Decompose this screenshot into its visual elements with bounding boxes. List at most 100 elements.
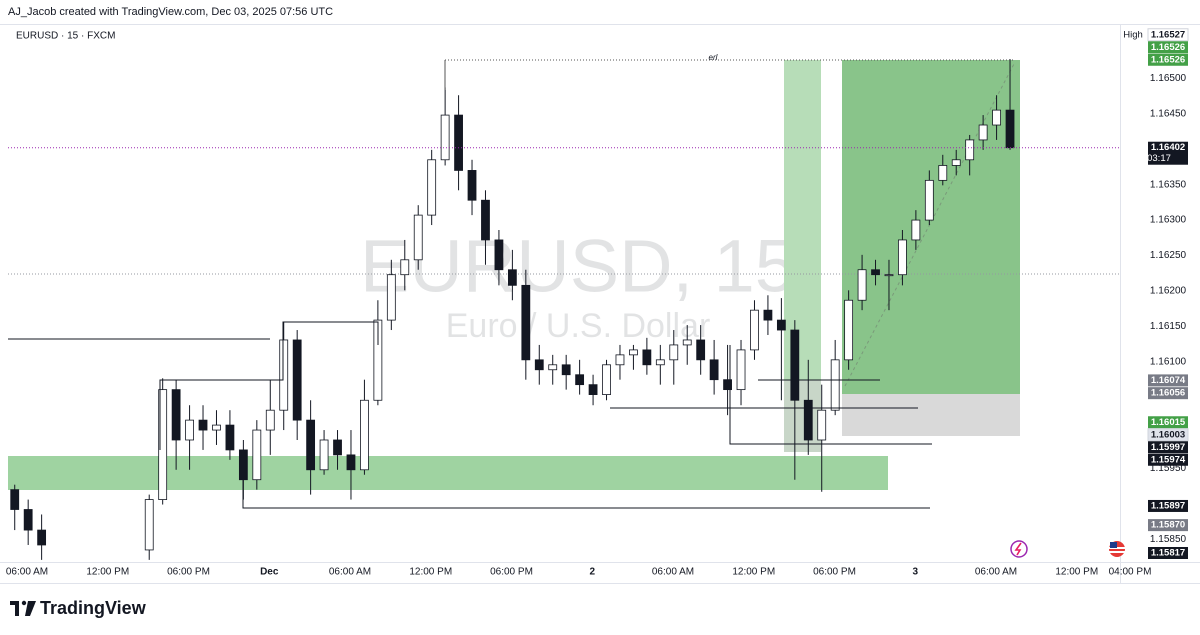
drawings: erl [8, 53, 1015, 509]
candle-body [265, 409, 275, 431]
logo-part [21, 600, 27, 606]
price-label-box [1148, 416, 1188, 429]
candle-body [696, 339, 706, 361]
logo-part [15, 601, 19, 616]
price-label-box [1147, 28, 1189, 42]
x-tick-label: 3 [912, 567, 918, 578]
y-tick-label: 1.16300 [1150, 215, 1187, 226]
candle-body [965, 139, 975, 161]
candle-body [23, 509, 33, 531]
candle-body [844, 299, 854, 361]
candle-body [992, 109, 1001, 126]
structure-line [159, 321, 379, 450]
header-title: AJ_Jacob created with TradingView.com, D… [8, 6, 333, 18]
candle-body [588, 384, 598, 395]
candle-body [709, 359, 719, 381]
candle-body [642, 349, 652, 366]
candle-body [386, 274, 396, 321]
candle-body [629, 349, 638, 356]
candle-body [252, 429, 262, 481]
price-label-box [1148, 441, 1188, 454]
x-tick-label: 12:00 PM [732, 567, 775, 578]
candle-body [319, 439, 329, 471]
candle-body [10, 489, 20, 510]
price-label: 1.15997 [1151, 442, 1185, 453]
candle-body [185, 419, 194, 441]
x-tick-label: 06:00 AM [975, 567, 1017, 578]
x-tick-label: 2 [589, 567, 595, 578]
candle-body [144, 499, 154, 551]
position-stop [842, 394, 1020, 436]
price-label-tag: High [1123, 29, 1143, 40]
flag-stripe [1109, 551, 1125, 553]
candle-body [212, 424, 221, 431]
y-tick-label: 1.16200 [1150, 286, 1187, 297]
event-icon[interactable] [1010, 540, 1028, 558]
candle-body [373, 319, 383, 401]
structure-line [729, 345, 932, 445]
candle-body [494, 239, 504, 271]
highlight-zone [784, 60, 821, 380]
position-path [844, 61, 1016, 387]
price-label-box [1148, 519, 1188, 532]
brand-logo [10, 600, 36, 616]
y-tick-label: 1.16350 [1150, 179, 1187, 190]
candle-body [507, 269, 517, 286]
x-tick-label: 12:00 PM [409, 567, 452, 578]
price-label-box [1148, 53, 1188, 66]
candle-body [279, 339, 289, 411]
candle-body [857, 269, 867, 301]
price-label-box [1147, 428, 1189, 442]
candle-body [924, 179, 934, 221]
candle-body [871, 269, 880, 276]
countdown-label: 03:17 [1147, 153, 1171, 164]
symbol-label: EURUSD · 15 · FXCM [16, 31, 115, 42]
candle-body [548, 364, 558, 371]
candle-body [534, 359, 544, 371]
position-target [842, 60, 1020, 394]
price-label-box [1148, 387, 1188, 400]
erl-label: erl [709, 53, 718, 62]
x-tick-label: 06:00 PM [813, 567, 856, 578]
candle-body [400, 259, 410, 276]
x-tick-label: 04:00 PM [1109, 567, 1152, 578]
candle-body [427, 159, 437, 216]
candle-body [669, 344, 679, 361]
candle-body [1005, 109, 1015, 149]
candle-body [830, 359, 840, 411]
x-tick-label: 06:00 AM [6, 567, 48, 578]
price-label-box [1148, 374, 1188, 387]
watermark-subtitle: Euro / U.S. Dollar [446, 307, 711, 345]
candle-body [158, 389, 168, 500]
price-label: 1.16402 [1151, 142, 1185, 153]
price-label: 1.16526 [1151, 54, 1185, 65]
candle-body [575, 374, 585, 386]
candle-body [884, 274, 894, 277]
candle-body [938, 165, 948, 181]
candle-body [225, 424, 235, 451]
y-tick-label: 1.16150 [1150, 321, 1187, 332]
candle-body [521, 284, 531, 361]
price-axis: 1.15850 1.15950 1.16100 1.16150 1.16200 1.162… [6, 28, 1189, 578]
price-label-box [1148, 41, 1188, 54]
y-tick-label: 1.16100 [1150, 357, 1187, 368]
event-icon-bolt [1014, 542, 1022, 556]
x-tick-label: 06:00 AM [329, 567, 371, 578]
price-label: 1.16526 [1151, 42, 1185, 53]
logo-part [10, 601, 19, 605]
price-label-box [1148, 453, 1188, 466]
y-tick-label: 1.16250 [1150, 250, 1187, 261]
candle-body [723, 379, 732, 391]
candle-body [776, 319, 786, 331]
candle-body [467, 170, 477, 201]
candle-body [198, 419, 208, 431]
x-tick-label: 06:00 AM [652, 567, 694, 578]
price-label: 1.15897 [1151, 500, 1185, 511]
candle-body [750, 309, 759, 351]
price-label: 1.16015 [1151, 417, 1186, 428]
x-tick-label: Dec [260, 567, 279, 578]
highlight-zone-lower [784, 380, 821, 452]
price-label: 1.15870 [1151, 520, 1185, 531]
price-label: 1.16003 [1151, 429, 1185, 440]
chart-background: EURUSD, 15 Euro / U.S. Dollar [8, 60, 1120, 490]
